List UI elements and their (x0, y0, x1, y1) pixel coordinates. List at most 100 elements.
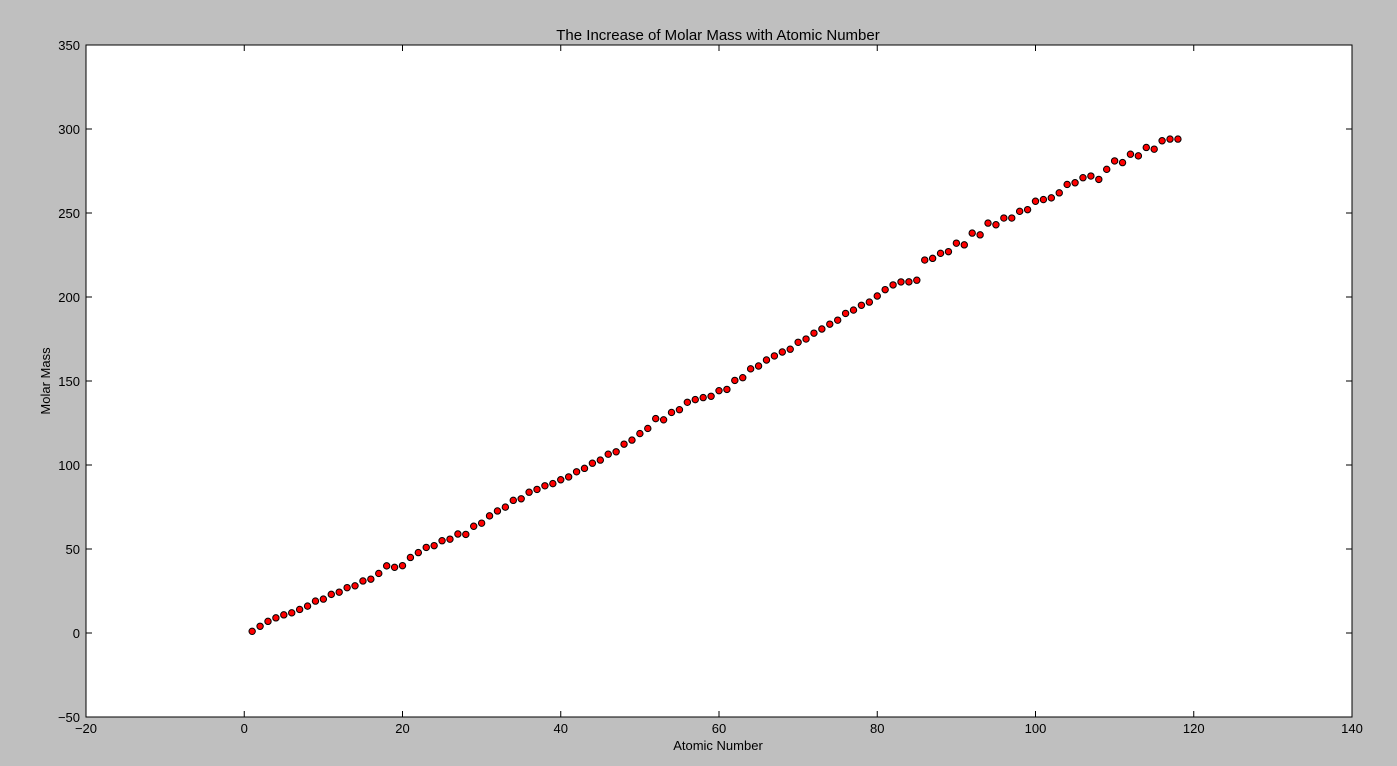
y-tick-label: 300 (58, 122, 80, 137)
y-tick-label: 150 (58, 374, 80, 389)
data-point (691, 395, 699, 404)
data-point (810, 329, 818, 337)
data-point (517, 495, 525, 503)
data-point (1039, 195, 1048, 204)
y-tick-label: 50 (66, 542, 80, 557)
data-point (659, 416, 668, 424)
x-tick-label: −20 (75, 721, 97, 736)
data-point (398, 561, 407, 570)
data-point (390, 563, 399, 572)
data-point (865, 298, 874, 306)
data-point (359, 577, 367, 585)
data-point (802, 335, 810, 343)
data-point (1047, 194, 1056, 202)
data-point (604, 450, 612, 458)
data-point (849, 306, 858, 314)
data-point (707, 392, 715, 400)
data-point (1087, 172, 1095, 180)
data-point (477, 519, 486, 527)
data-point (1166, 135, 1174, 143)
data-point (446, 535, 454, 543)
data-point (375, 569, 383, 578)
data-point (928, 254, 937, 263)
data-point (873, 292, 881, 300)
data-point (992, 221, 1000, 229)
axis-ticks: −20 0 20 40 60 80 100 120 140 −50 0 50 100 150 200 250 3… (58, 38, 1363, 736)
x-tick-label: 20 (395, 721, 409, 736)
data-point (889, 281, 897, 289)
data-point (1079, 174, 1087, 182)
data-point (319, 595, 328, 603)
data-point (351, 582, 359, 590)
data-point (382, 562, 391, 570)
data-point (295, 605, 304, 614)
data-point (636, 429, 644, 438)
data-point (1063, 180, 1071, 189)
data-point (960, 241, 968, 249)
data-point (628, 436, 636, 444)
data-point (327, 590, 335, 599)
data-point (746, 365, 755, 373)
data-point (1142, 143, 1150, 152)
data-point (470, 522, 478, 530)
data-point (1015, 207, 1024, 216)
data-point (509, 496, 517, 505)
data-point (454, 530, 462, 538)
data-point (754, 362, 763, 370)
data-point (936, 249, 945, 258)
data-point (343, 583, 351, 592)
data-point (826, 320, 834, 328)
data-point (833, 316, 842, 324)
data-point (525, 488, 533, 496)
data-point (588, 459, 597, 467)
x-tick-label: 100 (1025, 721, 1047, 736)
data-point (572, 468, 581, 476)
data-point (422, 543, 430, 552)
data-point (280, 611, 288, 619)
data-point (968, 229, 976, 237)
data-point (770, 352, 779, 360)
data-point (596, 456, 605, 464)
data-point (1158, 137, 1166, 145)
data-point (652, 414, 660, 423)
data-point (501, 503, 510, 511)
x-axis-label: Atomic Number (673, 738, 763, 753)
data-point (580, 464, 589, 473)
x-tick-label: 80 (870, 721, 884, 736)
data-point (272, 614, 280, 622)
data-point (620, 440, 628, 448)
x-tick-label: 60 (712, 721, 726, 736)
data-point (1118, 158, 1127, 167)
data-point (881, 285, 889, 294)
data-point (1126, 150, 1135, 158)
data-point (564, 473, 573, 481)
data-point (1023, 205, 1032, 214)
data-point (256, 622, 264, 630)
y-tick-label: −50 (58, 710, 80, 725)
data-point (438, 537, 446, 545)
data-point (1103, 165, 1111, 174)
data-point (841, 309, 850, 318)
data-point (818, 325, 826, 333)
y-tick-label: 0 (73, 626, 80, 641)
data-point (311, 597, 320, 605)
data-point (667, 408, 676, 417)
data-point (952, 239, 961, 247)
x-tick-label: 120 (1183, 721, 1205, 736)
data-point (612, 448, 620, 456)
data-point (905, 278, 913, 286)
chart-title: The Increase of Molar Mass with Atomic N… (556, 27, 879, 44)
x-tick-label: 40 (554, 721, 568, 736)
data-point (1134, 152, 1143, 160)
data-point (462, 530, 470, 539)
data-point (857, 301, 866, 309)
data-point (762, 356, 771, 364)
data-point (533, 485, 541, 494)
data-point (414, 548, 423, 557)
data-point (248, 627, 256, 636)
data-point (944, 247, 953, 256)
data-point (644, 424, 652, 433)
x-tick-label: 140 (1341, 721, 1363, 736)
